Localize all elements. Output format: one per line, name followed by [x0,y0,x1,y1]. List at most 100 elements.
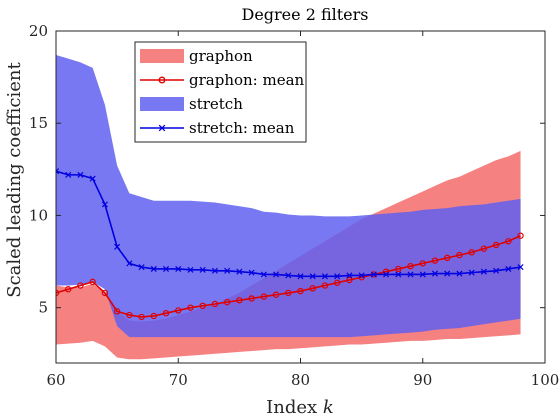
graphon-mean-point [199,302,206,310]
stretch-mean-point [126,260,133,267]
x-tick-label: 60 [46,371,65,389]
x-tick-label: 70 [169,371,188,389]
graphon-mean-point [187,304,194,311]
graphon-mean-point [431,257,439,264]
stretch-mean-point [114,243,121,250]
stretch-mean-point [419,271,426,278]
stretch-mean-point [260,271,267,278]
x-axis-variable: k [323,397,334,418]
y-tick-label: 20 [29,22,48,40]
graphon-mean-point [468,249,475,256]
legend-stretch-label: stretch [189,95,243,113]
graphon-mean-point [77,282,84,289]
stretch-mean-point [199,266,206,273]
graphon-mean-point [395,265,402,273]
stretch-mean-point [468,269,475,276]
stretch-mean-point [150,265,157,272]
stretch-mean-point [309,273,316,280]
graphon-mean-point [309,285,316,292]
graphon-mean-point [175,307,182,314]
graphon-mean-point [480,245,488,252]
graphon-mean-point [321,282,329,289]
graphon-mean-point [517,232,524,239]
graphon-mean-point [101,289,109,297]
stretch-mean-point [321,273,328,280]
stretch-mean-point [248,269,255,276]
stretch-mean-point [444,270,451,277]
stretch-mean-point [370,271,377,278]
graphon-mean-point [211,300,219,308]
graphon-mean-point [260,293,268,300]
tick-labels: 60 70 80 90 100 5 10 15 20 [29,22,559,389]
graphon-mean-point [248,295,255,302]
graphon-mean-point [65,286,72,293]
stretch-mean-point [273,271,280,278]
stretch-mean-point [77,171,84,178]
stretch-mean-point [358,272,365,279]
legend-graphon-swatch [140,49,184,63]
legend-graphon-label: graphon [189,47,253,65]
stretch-mean-point [175,265,182,272]
graphon-mean-point [333,279,341,286]
stretch-mean-point [101,201,108,208]
stretch-mean-point [334,273,341,280]
legend-graphon-mean-label: graphon: mean [189,71,305,89]
stretch-mean-point [431,270,438,277]
graphon-mean-point [162,310,170,317]
graphon-mean-point [150,312,157,320]
y-tick-label: 10 [29,206,48,224]
graphon-mean-point [223,298,231,306]
chart-title: Degree 2 filters [241,5,368,24]
legend: graphon graphon: mean stretch stretch: mean [134,41,307,143]
y-tick-label: 5 [38,299,48,317]
stretch-mean-point [480,268,487,275]
stretch-mean-point [236,268,243,275]
x-axis-label: Index [266,397,323,418]
stretch-mean-point [224,267,231,274]
stretch-mean-point [56,168,60,175]
graphon-mean-point [444,254,451,262]
stretch-mean-point [505,265,512,272]
graphon-mean-point [285,289,292,297]
legend-graphon-mean-marker [158,76,166,84]
graphon-mean-line [56,235,521,318]
graphon-mean-point [272,291,280,298]
graphon-mean-point [505,238,512,245]
graphon-mean-point [89,278,96,286]
stretch-mean-point [187,266,194,273]
x-tick-label: 80 [291,371,310,389]
y-tick-label: 15 [29,114,48,132]
y-axis-title: Scaled leading coefficient [4,61,25,297]
stretch-mean-point [65,171,72,178]
axes [55,30,546,364]
legend-stretch-mean-marker [158,124,166,132]
graphon-mean-point [419,260,426,267]
stretch-mean-point [138,264,145,271]
x-axis-title: Index k [266,397,334,418]
graphon-mean-point [492,241,500,249]
legend-stretch-swatch [140,97,184,111]
stretch-mean-point [517,264,524,271]
graphon-mean-point [297,287,304,295]
graphon-mean-point [346,276,353,284]
plot-area [56,54,524,360]
stretch-mean-point [456,270,463,277]
legend-stretch-mean-label: stretch: mean [189,119,295,137]
graphon-mean-point [456,251,463,259]
stretch-mean-point [89,175,96,182]
stretch-mean-point [297,273,304,280]
stretch-mean-point [346,272,353,279]
stretch-mean-point [493,267,500,274]
stretch-mean-point [395,271,402,278]
stretch-mean-point [163,265,170,272]
graphon-mean-point [126,311,133,319]
stretch-mean-point [407,271,414,278]
stretch-mean-point [211,267,218,274]
stretch-band [56,54,521,338]
stretch-mean-point [383,271,390,278]
x-tick-label: 100 [531,371,560,389]
graphon-mean-point [113,308,121,315]
graphon-mean-point [236,297,243,304]
x-tick-label: 90 [413,371,432,389]
